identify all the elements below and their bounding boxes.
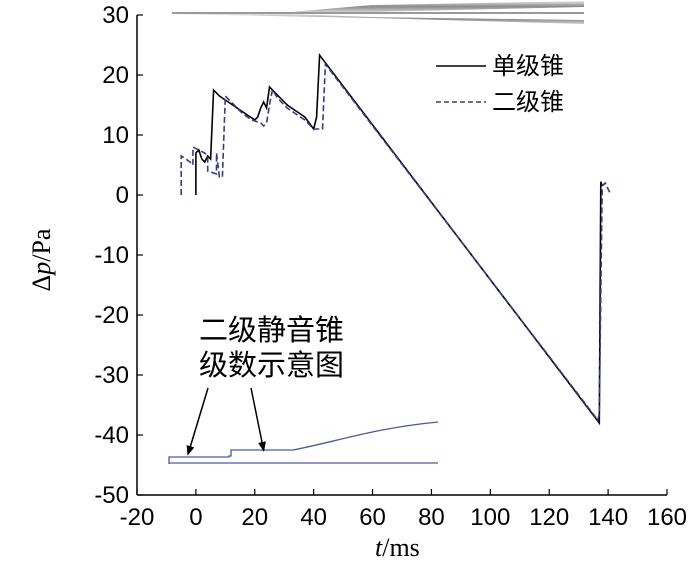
y-tick-labels: -50 -40 -30 -20 -10 0 10 20 30 (94, 2, 143, 509)
axes (136, 15, 667, 496)
stage-schematic: 二级静音锥 级数示意图 (168, 313, 439, 464)
x-tick-labels: -20 0 20 40 60 80 100 120 140 160 (120, 489, 687, 531)
x-tick-label: 80 (418, 504, 445, 531)
svg-text:t/ms: t/ms (375, 533, 420, 562)
x-tick-label: 120 (529, 504, 569, 531)
x-tick-label: 0 (189, 504, 202, 531)
x-tick-label: -20 (120, 504, 155, 531)
series-layer (180, 52, 612, 426)
y-tick-label: -30 (94, 362, 129, 389)
y-tick-label: -50 (94, 482, 129, 509)
x-axis-label: t/ms (375, 533, 420, 562)
x-tick-label: 60 (359, 504, 386, 531)
x-tick-label: 100 (470, 504, 510, 531)
y-axis-label: Δp/Pa (27, 228, 56, 291)
annotation-line-2: 级数示意图 (199, 348, 344, 382)
legend: 单级锥 二级锥 (436, 52, 564, 116)
svg-text:Δp/Pa: Δp/Pa (27, 228, 56, 291)
series-line-1 (180, 61, 612, 422)
y-tick-label: 10 (102, 122, 129, 149)
series-line-0 (195, 52, 603, 426)
annotation-arrow-2 (250, 387, 266, 452)
x-tick-label: 160 (647, 504, 687, 531)
y-tick-label: 20 (102, 62, 129, 89)
annotation-arrow-1 (186, 387, 209, 456)
y-tick-label: 30 (102, 2, 129, 29)
y-tick-label: -40 (94, 422, 129, 449)
annotation-line-1: 二级静音锥 (199, 313, 344, 347)
x-tick-label: 20 (241, 504, 268, 531)
cone-diagram (172, 1, 584, 24)
y-tick-label: -20 (94, 302, 129, 329)
x-tick-label: 40 (300, 504, 327, 531)
y-tick-label: 0 (116, 182, 129, 209)
y-tick-label: -10 (94, 242, 129, 269)
legend-label-double: 二级锥 (492, 88, 564, 116)
x-tick-label: 140 (588, 504, 628, 531)
legend-label-single: 单级锥 (492, 52, 564, 80)
